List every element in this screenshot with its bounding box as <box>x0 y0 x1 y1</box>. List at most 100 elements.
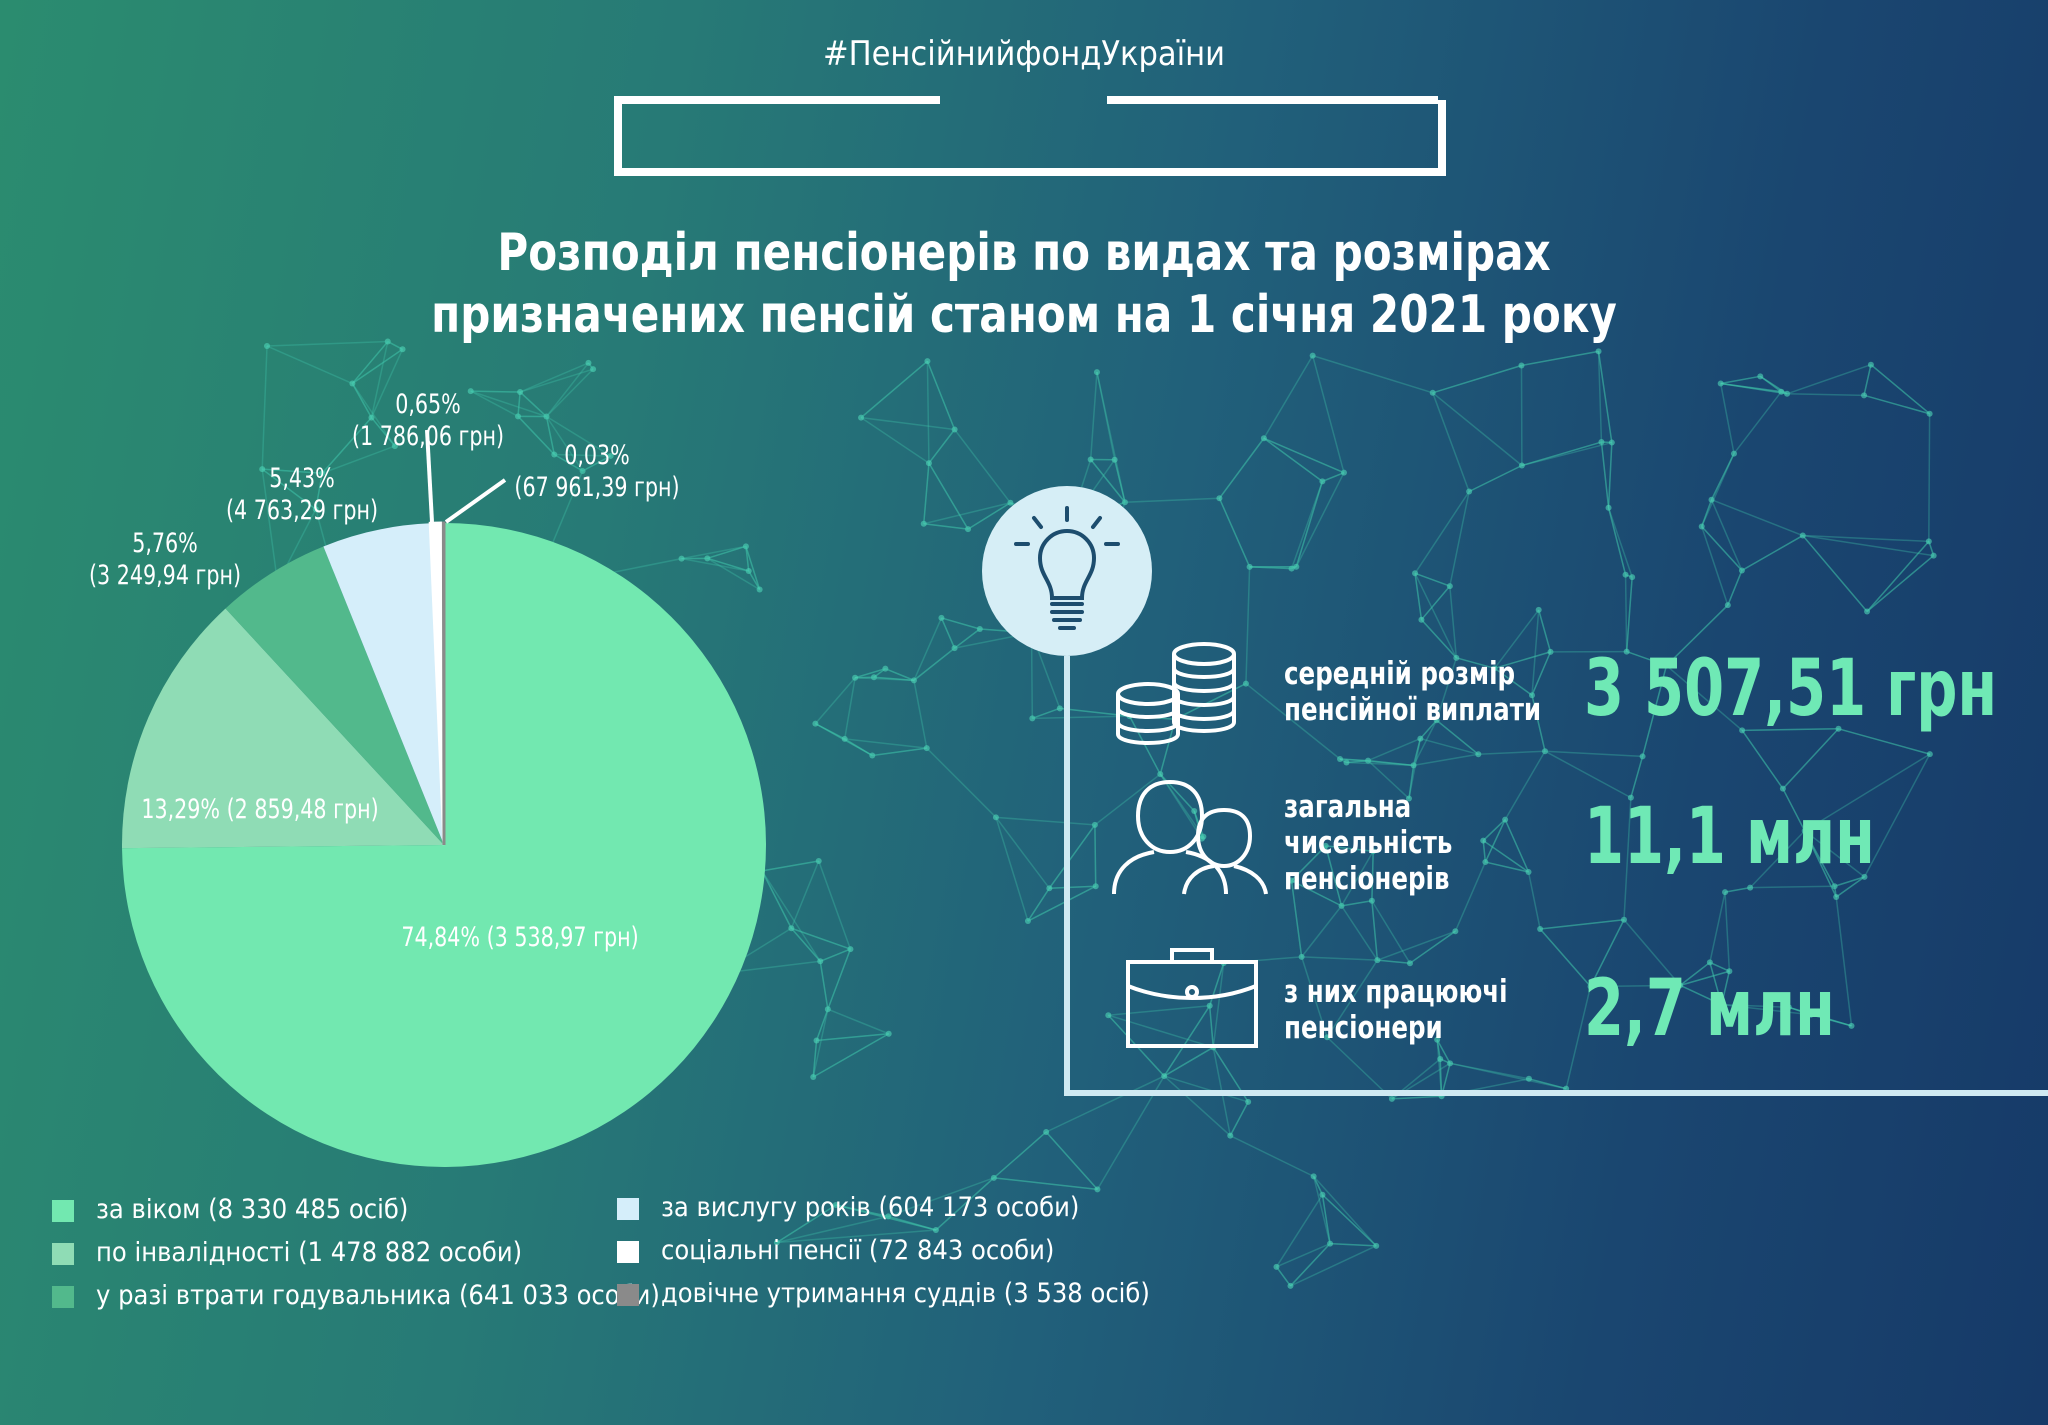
legend-swatch <box>52 1199 74 1222</box>
network-line <box>1482 840 1487 863</box>
network-node <box>824 1006 831 1013</box>
network-node <box>1537 926 1544 933</box>
network-line <box>1301 905 1343 958</box>
slice-label-survivor: 5,76% (3 249,94 грн) <box>76 528 255 592</box>
network-node <box>773 1239 780 1246</box>
network-node <box>1200 833 1207 840</box>
network-line <box>553 453 583 472</box>
network-line <box>790 927 821 962</box>
network-node <box>368 414 375 421</box>
frame-decoration <box>614 96 940 104</box>
network-line <box>844 738 873 757</box>
network-line <box>995 816 1095 826</box>
stat-label-line: пенсіонери <box>1284 1010 1443 1046</box>
network-line <box>922 463 930 524</box>
network-node <box>832 1201 839 1208</box>
network-node <box>924 358 931 365</box>
network-line <box>1456 657 1495 670</box>
network-line <box>1804 830 1837 898</box>
network-line <box>1163 1046 1214 1077</box>
network-line <box>1531 651 1552 696</box>
network-line <box>1412 738 1422 766</box>
title-line: Розподіл пенсіонерів по видах та розміра… <box>497 223 1551 283</box>
network-node <box>312 506 319 513</box>
network-line <box>1412 719 1438 766</box>
network-node <box>990 1174 997 1181</box>
network-node <box>810 1074 817 1081</box>
network-line <box>681 545 747 560</box>
network-line <box>1521 441 1602 467</box>
network-line <box>1741 729 1784 790</box>
network-line <box>1810 1014 1852 1027</box>
legend-swatch <box>617 1283 639 1306</box>
network-line <box>816 1032 889 1042</box>
network-line <box>1679 984 1722 1006</box>
network-line <box>1339 758 1369 762</box>
network-node <box>543 413 550 420</box>
stat-label-line: пенсіонерів <box>1284 861 1450 897</box>
network-line <box>1313 1175 1377 1247</box>
network-line <box>1419 719 1438 740</box>
network-node <box>1663 662 1670 669</box>
network-node <box>882 665 889 672</box>
network-node <box>607 452 614 459</box>
network-line <box>1600 441 1610 508</box>
network-line <box>1724 892 1731 972</box>
network-node <box>1738 567 1745 574</box>
network-node <box>870 674 877 681</box>
network-line <box>1866 555 1935 613</box>
network-line <box>1449 491 1470 587</box>
network-line <box>1432 392 1470 492</box>
network-node <box>1833 893 1840 900</box>
network-line <box>1249 566 1292 570</box>
network-line <box>1432 392 1523 467</box>
network-line <box>1436 1039 1441 1060</box>
network-line <box>1838 728 1931 755</box>
legend-label: по інвалідності (1 478 882 особи) <box>96 1237 523 1268</box>
network-node <box>858 414 865 421</box>
network-line <box>1727 570 1743 606</box>
network-line <box>1263 437 1345 474</box>
network-line <box>941 617 981 630</box>
network-line <box>745 546 761 590</box>
network-line <box>607 557 682 575</box>
network-line <box>1290 845 1327 882</box>
network-line <box>1208 1005 1215 1048</box>
slice-label-disability: 13,29% (2 859,48 грн) <box>141 794 379 825</box>
network-line <box>1494 667 1533 696</box>
network-node <box>976 625 983 632</box>
network-node <box>925 460 932 467</box>
network-line <box>1163 1046 1214 1077</box>
network-line <box>913 647 956 681</box>
network-line <box>1391 1095 1442 1100</box>
network-line <box>1485 861 1529 873</box>
network-line <box>1312 1176 1331 1244</box>
network-line <box>815 722 846 740</box>
network-line <box>1679 984 1722 1006</box>
network-line <box>1322 471 1345 483</box>
network-node <box>788 925 795 932</box>
network-node <box>1043 1128 1050 1135</box>
network-node <box>1525 1075 1532 1082</box>
network-line <box>1436 719 1479 755</box>
network-line <box>1709 962 1723 1005</box>
network-line <box>1326 959 1379 1038</box>
network-node <box>1309 352 1316 359</box>
network-node <box>745 568 752 575</box>
network-node <box>1605 504 1612 511</box>
network-node <box>1260 435 1267 442</box>
network-line <box>1810 1014 1852 1027</box>
network-node <box>1161 1073 1168 1080</box>
slice-label-service: 5,43% (4 763,29 грн) <box>213 463 392 527</box>
network-node <box>1608 439 1615 446</box>
network-node <box>951 426 958 433</box>
network-node <box>1373 1242 1380 1249</box>
network-line <box>1419 719 1438 740</box>
network-line <box>1456 657 1495 670</box>
network-line <box>745 546 750 572</box>
network-line <box>790 860 820 929</box>
slice-label-judges: 0,03% (67 961,39 грн) <box>512 440 682 504</box>
network-node <box>1639 753 1646 760</box>
network-node <box>1529 692 1536 699</box>
network-node <box>1298 953 1305 960</box>
